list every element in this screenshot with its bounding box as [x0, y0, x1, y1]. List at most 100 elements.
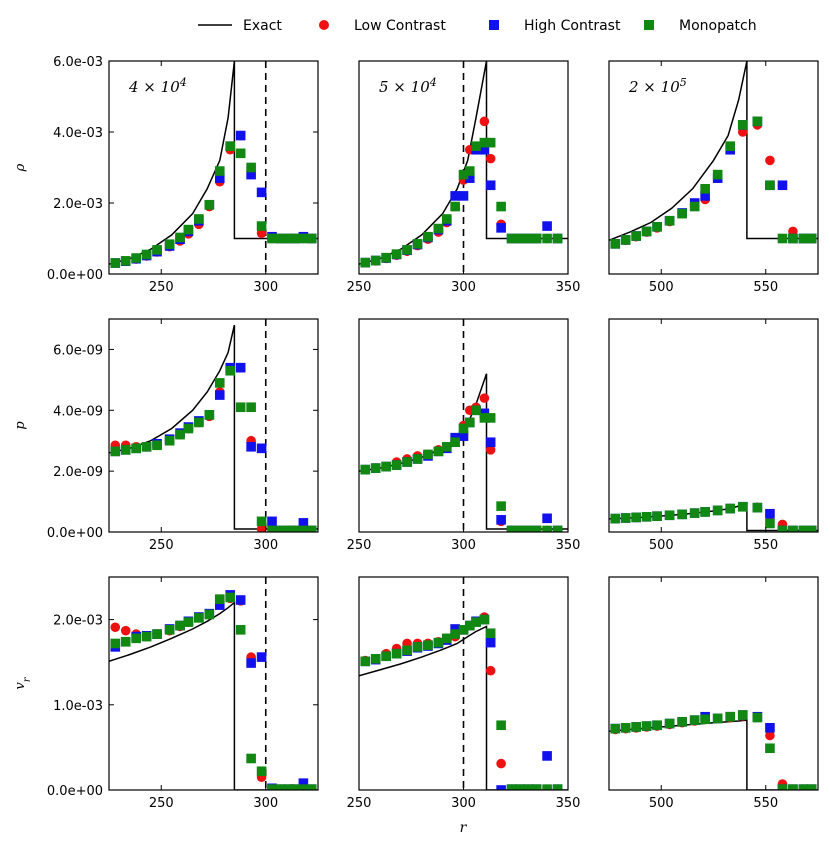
- data-point: [267, 525, 277, 532]
- data-point: [256, 652, 267, 662]
- data-point: [370, 653, 381, 664]
- panel-frame: [608, 318, 819, 533]
- data-point: [175, 429, 185, 440]
- y-tick-label: 0.0e+00: [47, 784, 103, 799]
- data-point: [267, 233, 277, 244]
- data-point: [806, 784, 817, 790]
- panel-r2-c2: 500 550: [608, 576, 819, 811]
- data-point: [391, 648, 402, 659]
- data-point: [677, 717, 687, 727]
- data-point: [235, 148, 246, 159]
- y-tick-label: 6.0e-09: [53, 343, 103, 358]
- plot-area: [109, 577, 318, 790]
- data-point: [450, 191, 460, 201]
- data-point: [506, 784, 517, 790]
- data-point: [412, 642, 423, 652]
- data-point: [496, 785, 506, 790]
- data-point: [110, 622, 121, 633]
- data-point: [120, 625, 131, 636]
- data-point: [689, 201, 700, 212]
- x-tick-label: 350: [556, 538, 581, 553]
- data-point: [214, 173, 225, 183]
- data-point: [777, 784, 788, 790]
- data-point: [765, 180, 775, 191]
- plot-area: [359, 319, 568, 532]
- series-high-contrast: [110, 590, 317, 790]
- x-tick-label: 550: [753, 538, 778, 553]
- x-tick-label: 300: [451, 796, 476, 811]
- series-monopatch: [360, 137, 563, 268]
- data-point: [204, 609, 215, 620]
- data-point: [765, 508, 775, 519]
- series-monopatch: [610, 501, 817, 532]
- plot-area: [609, 61, 818, 249]
- data-point: [256, 221, 267, 231]
- legend-marker-monopatch: [644, 20, 654, 30]
- data-point: [471, 405, 481, 416]
- data-point: [214, 378, 225, 388]
- y-tick-label: 0.0e+00: [47, 526, 103, 541]
- data-point: [214, 594, 225, 604]
- data-point: [806, 233, 817, 244]
- legend-marker-high-contrast: [489, 20, 499, 30]
- data-point: [496, 720, 506, 731]
- legend: Exact Low Contrast High Contrast Monopatch: [198, 18, 757, 34]
- data-point: [798, 525, 809, 532]
- data-point: [194, 417, 204, 428]
- x-tick-label: 500: [649, 796, 674, 811]
- data-point: [433, 223, 444, 234]
- series-high-contrast: [610, 116, 817, 249]
- data-point: [458, 625, 469, 635]
- x-tick-label: 300: [451, 280, 476, 295]
- data-point: [610, 723, 621, 734]
- data-point: [610, 239, 621, 249]
- data-point: [235, 362, 246, 373]
- data-point: [267, 516, 277, 527]
- data-point: [542, 751, 552, 761]
- data-point: [450, 629, 460, 639]
- data-point: [552, 784, 563, 790]
- data-point: [204, 410, 215, 420]
- panel-frame: [608, 576, 819, 791]
- data-point: [542, 233, 552, 244]
- data-point: [458, 431, 469, 441]
- data-point: [531, 784, 542, 790]
- data-point: [485, 413, 496, 423]
- data-point: [752, 502, 763, 513]
- data-point: [235, 402, 246, 413]
- series-low-contrast: [610, 711, 817, 790]
- data-point: [441, 442, 452, 452]
- y-tick-label: 0.0e+00: [47, 268, 103, 283]
- panel-frame: [108, 318, 319, 533]
- series-monopatch: [110, 141, 317, 268]
- data-point: [246, 402, 256, 413]
- data-point: [485, 180, 496, 191]
- y-tick-label: 2.0e-03: [53, 197, 103, 212]
- data-point: [225, 141, 236, 151]
- data-point: [471, 617, 481, 627]
- data-point: [788, 233, 798, 244]
- panel-title: 5 × 104: [379, 76, 437, 97]
- data-point: [131, 633, 141, 644]
- series-high-contrast: [360, 614, 563, 790]
- data-point: [441, 214, 452, 224]
- data-point: [131, 253, 141, 263]
- data-point: [152, 629, 162, 639]
- data-point: [515, 525, 525, 532]
- series-monopatch: [360, 614, 563, 790]
- data-point: [496, 223, 506, 233]
- data-point: [450, 624, 460, 634]
- data-point: [806, 525, 817, 532]
- data-point: [275, 233, 286, 244]
- panel-r0-c0: 250 300 0.0e+00 2.0e-03 4.0e-03 6.0e-03 ρ 4 × 1…: [13, 55, 319, 295]
- series-monopatch: [110, 592, 317, 790]
- data-point: [183, 423, 194, 434]
- data-point: [175, 620, 185, 631]
- data-point: [110, 446, 121, 457]
- data-point: [298, 233, 309, 244]
- x-tick-label: 300: [451, 538, 476, 553]
- panel-r1-c2: 500 550: [608, 318, 819, 553]
- data-point: [712, 713, 723, 724]
- data-point: [402, 645, 412, 656]
